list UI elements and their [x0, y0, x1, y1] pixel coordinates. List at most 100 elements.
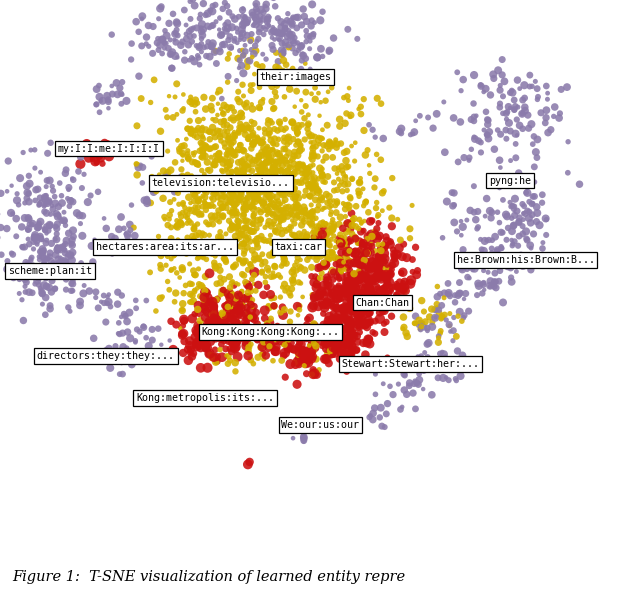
Point: [244, 457, 254, 467]
Point: [437, 355, 447, 364]
Point: [388, 173, 397, 183]
Point: [386, 300, 396, 309]
Point: [230, 358, 240, 368]
Point: [190, 148, 200, 158]
Point: [194, 184, 204, 194]
Point: [229, 151, 239, 160]
Point: [154, 232, 164, 241]
Point: [246, 144, 256, 153]
Point: [341, 351, 351, 360]
Point: [48, 186, 58, 195]
Point: [269, 103, 279, 113]
Point: [201, 10, 211, 19]
Point: [276, 156, 285, 166]
Point: [469, 208, 479, 217]
Point: [273, 196, 283, 206]
Point: [262, 319, 272, 329]
Point: [29, 244, 39, 254]
Point: [239, 146, 249, 156]
Point: [204, 183, 214, 193]
Point: [57, 198, 67, 208]
Point: [142, 197, 152, 206]
Point: [308, 168, 318, 178]
Point: [277, 29, 287, 38]
Point: [348, 214, 358, 224]
Point: [258, 176, 268, 185]
Point: [203, 219, 213, 229]
Point: [310, 232, 320, 241]
Point: [279, 213, 289, 222]
Point: [290, 244, 300, 253]
Point: [22, 181, 32, 191]
Point: [302, 170, 312, 179]
Point: [249, 314, 259, 324]
Point: [309, 176, 319, 186]
Point: [338, 169, 348, 178]
Point: [249, 279, 259, 289]
Point: [210, 322, 220, 332]
Point: [328, 303, 338, 312]
Point: [372, 258, 382, 267]
Point: [261, 158, 271, 167]
Point: [312, 205, 322, 215]
Point: [107, 250, 117, 259]
Point: [367, 216, 377, 225]
Point: [32, 276, 42, 286]
Point: [7, 248, 17, 258]
Point: [235, 35, 245, 44]
Point: [189, 234, 199, 243]
Point: [324, 280, 334, 290]
Point: [389, 258, 399, 267]
Point: [516, 251, 526, 260]
Point: [306, 179, 316, 189]
Point: [346, 294, 356, 304]
Point: [449, 200, 459, 209]
Point: [103, 138, 113, 148]
Point: [278, 310, 288, 320]
Point: [274, 183, 284, 192]
Point: [473, 136, 483, 146]
Point: [300, 135, 310, 144]
Point: [267, 162, 277, 172]
Point: [322, 300, 332, 309]
Point: [226, 44, 236, 53]
Point: [272, 81, 282, 90]
Point: [245, 325, 255, 335]
Point: [311, 324, 321, 333]
Point: [379, 256, 389, 266]
Point: [363, 208, 373, 217]
Point: [103, 103, 113, 113]
Point: [276, 28, 285, 38]
Point: [285, 307, 295, 316]
Point: [355, 177, 365, 186]
Point: [381, 274, 391, 283]
Point: [358, 299, 368, 309]
Point: [343, 323, 353, 332]
Point: [198, 329, 208, 339]
Point: [231, 24, 241, 33]
Point: [244, 324, 254, 333]
Point: [380, 243, 390, 253]
Point: [95, 92, 104, 101]
Point: [240, 130, 250, 139]
Point: [408, 129, 418, 139]
Point: [172, 110, 182, 119]
Point: [468, 99, 478, 108]
Point: [514, 213, 524, 222]
Point: [370, 329, 380, 338]
Point: [279, 133, 289, 142]
Point: [190, 97, 200, 107]
Point: [256, 98, 266, 107]
Point: [236, 188, 246, 197]
Point: [203, 288, 213, 297]
Point: [302, 230, 312, 240]
Point: [61, 257, 71, 267]
Point: [307, 173, 317, 183]
Point: [37, 267, 47, 277]
Point: [449, 218, 459, 227]
Point: [310, 272, 320, 281]
Point: [494, 183, 504, 192]
Point: [243, 313, 253, 322]
Point: [354, 266, 364, 275]
Point: [236, 125, 246, 135]
